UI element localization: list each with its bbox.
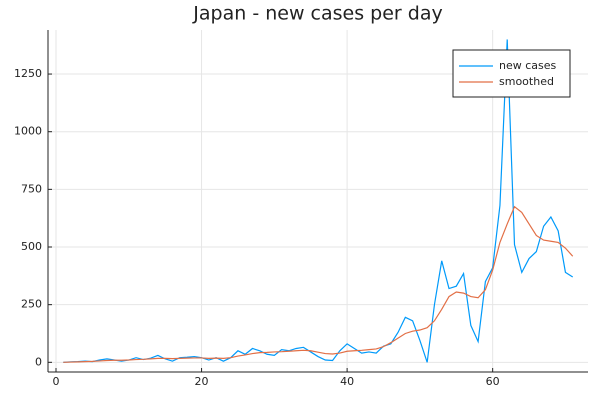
y-tick-label: 250 bbox=[21, 298, 42, 311]
chart-title: Japan - new cases per day bbox=[192, 3, 442, 25]
y-tick-label: 0 bbox=[35, 355, 42, 368]
x-tick-label: 0 bbox=[53, 375, 60, 388]
legend-label: new cases bbox=[499, 59, 557, 72]
x-tick-label: 60 bbox=[486, 375, 500, 388]
y-tick-label: 500 bbox=[21, 240, 42, 253]
legend-label: smoothed bbox=[499, 75, 554, 88]
legend-box bbox=[452, 49, 571, 98]
data-line bbox=[63, 205, 574, 363]
y-tick-label: 1250 bbox=[14, 67, 42, 80]
y-tick-label: 1000 bbox=[14, 125, 42, 138]
x-tick-label: 40 bbox=[340, 375, 354, 388]
y-tick-label: 750 bbox=[21, 182, 42, 195]
x-tick-label: 20 bbox=[195, 375, 209, 388]
